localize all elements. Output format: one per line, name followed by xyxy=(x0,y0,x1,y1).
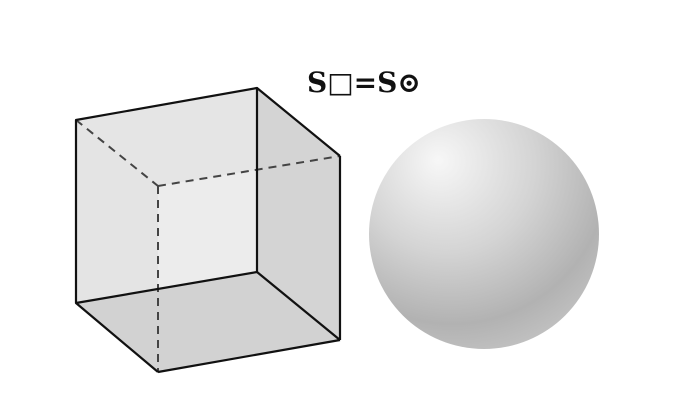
cube-right-face xyxy=(257,88,340,340)
cube-hidden-edges xyxy=(75,119,341,372)
cube-bottom-face xyxy=(76,272,340,372)
cube-edge xyxy=(75,302,159,373)
sphere-body xyxy=(369,119,599,349)
equation-label: S□=S⊙ xyxy=(307,66,421,99)
cube-visible-edges xyxy=(74,86,342,374)
cube-hidden-edge xyxy=(75,119,159,187)
sphere xyxy=(369,119,599,349)
cube-edge xyxy=(157,338,341,374)
cube-front-face xyxy=(76,88,257,303)
cube-edge xyxy=(256,271,341,341)
cube-edge xyxy=(256,87,341,157)
cube-hidden-edge xyxy=(157,155,341,187)
cube xyxy=(74,86,342,374)
